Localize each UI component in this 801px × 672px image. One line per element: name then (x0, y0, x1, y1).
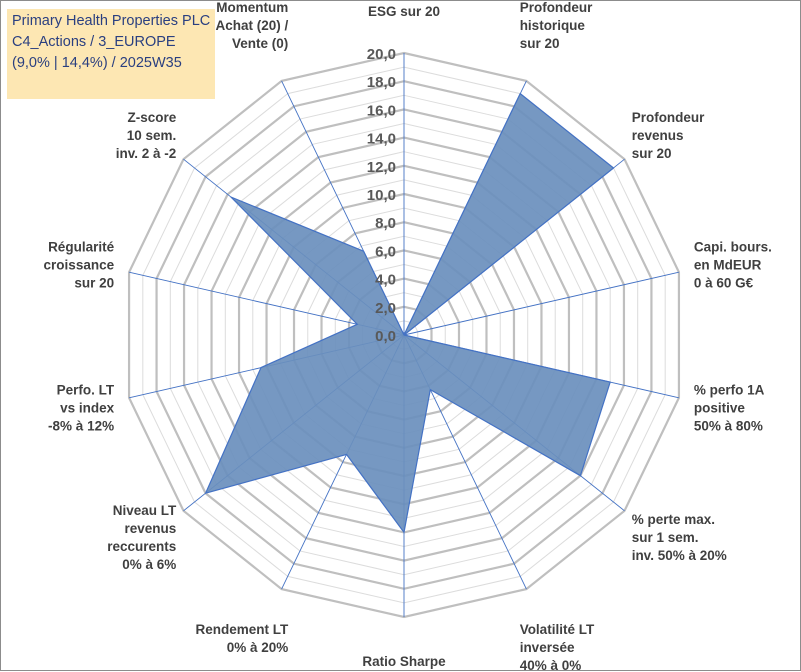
chart-legend-box: Primary Health Properties PLC C4_Actions… (7, 9, 215, 99)
axis-label: Profondeur revenus sur 20 (632, 110, 705, 161)
axis-label: % perfo 1A positive 50% à 80% (694, 383, 765, 434)
series-layer (205, 92, 615, 534)
tick-label: 8,0 (375, 215, 396, 232)
legend-period: (9,0% | 14,4%) / 2025W35 (12, 55, 182, 71)
axis-label: Profondeur historique sur 20 (520, 1, 593, 51)
tick-label: 4,0 (375, 272, 396, 289)
axis-label: Régularité croissance sur 20 (44, 239, 115, 290)
axis-label: Perfo. LT vs index -8% à 12% (48, 383, 115, 434)
tick-label: 20,0 (367, 46, 396, 63)
axis-label: Rendement LT 0% à 20% (196, 622, 290, 655)
tick-label: 6,0 (375, 243, 396, 260)
axis-label: NoteESG sur 20 (368, 1, 440, 19)
axis-label: Capi. bours. en MdEUR 0 à 60 G€ (694, 239, 772, 290)
tick-label: 18,0 (367, 74, 396, 91)
tick-label: 10,0 (367, 187, 396, 204)
tick-label: 16,0 (367, 102, 396, 119)
axis-label: Momentum Achat (20) / Vente (0) (216, 1, 289, 51)
axis-label: % perte max. sur 1 sem. inv. 50% à 20% (632, 512, 727, 563)
axis-label: Volatilité LT inversée 40% à 0% (520, 622, 595, 672)
tick-label: 0,0 (375, 328, 396, 345)
tick-label: 12,0 (367, 159, 396, 176)
tick-label: 14,0 (367, 131, 396, 148)
tick-label: 2,0 (375, 300, 396, 317)
axis-label: Niveau LT revenus reccurents 0% à 6% (107, 503, 177, 572)
legend-company-name: Primary Health Properties PLC (12, 13, 211, 29)
legend-category: C4_Actions / 3_EUROPE (12, 34, 176, 50)
axis-line (403, 271, 680, 336)
series-area (205, 92, 615, 534)
axis-label: Ratio Sharpe0 à 1 (362, 654, 446, 672)
axis-label: Z-score 10 sem. inv. 2 à -2 (116, 110, 177, 161)
tick-labels: 0,0 2,0 4,0 6,0 8,0 10,0 12,0 14,0 16,0 18,0 20,0 (367, 46, 396, 345)
